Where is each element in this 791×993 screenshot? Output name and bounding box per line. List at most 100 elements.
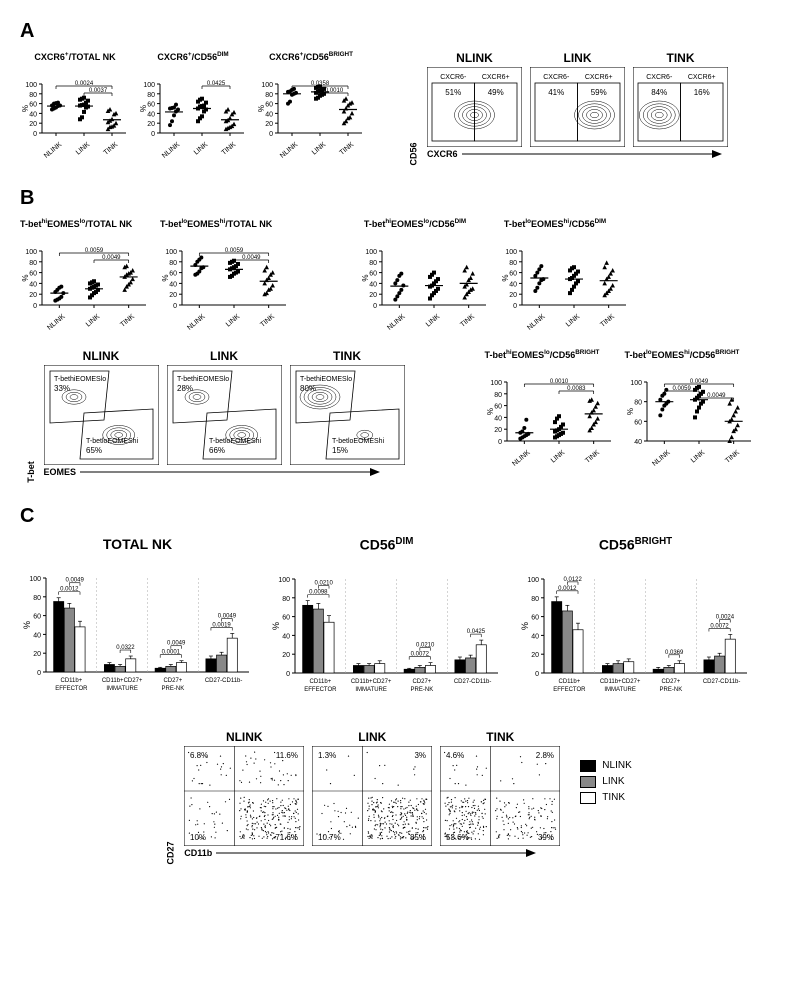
svg-text:0.0049: 0.0049 [65, 578, 84, 584]
legend-item: TINK [580, 792, 631, 804]
bar-chart-title: CD56BRIGHT [518, 536, 753, 553]
svg-text:0.0049: 0.0049 [167, 641, 186, 647]
svg-text:T-betloEOMEShi: T-betloEOMEShi [332, 438, 385, 445]
scatter-chart: T-bethiEOMESlo/CD56DIM020406080100%NLINK… [360, 218, 470, 331]
svg-text:4.6%: 4.6% [446, 751, 464, 760]
flow-x-axis-label: CD11b [184, 848, 212, 858]
svg-text:41%: 41% [548, 88, 564, 97]
svg-text:TINK: TINK [339, 141, 356, 157]
svg-text:0.0098: 0.0098 [309, 589, 328, 595]
svg-text:%: % [520, 622, 530, 630]
svg-text:0: 0 [373, 303, 377, 310]
svg-text:T-bethiEOMESlo: T-bethiEOMESlo [300, 376, 352, 383]
svg-text:20: 20 [282, 652, 290, 659]
svg-text:LINK: LINK [549, 449, 566, 465]
svg-text:100: 100 [630, 380, 642, 387]
svg-text:0: 0 [33, 303, 37, 310]
svg-text:80: 80 [531, 595, 539, 602]
svg-text:CXCR6-: CXCR6- [543, 74, 570, 81]
chart-title: T-betloEOMEShi/CD56DIM [500, 218, 610, 229]
flow-plot: LINKCXCR6-CXCR6+41%59% [530, 51, 625, 147]
svg-text:60: 60 [369, 271, 377, 278]
svg-text:%: % [361, 274, 370, 281]
scatter-chart: T-bethiEOMESlo/TOTAL NK020406080100%NLIN… [20, 218, 130, 331]
svg-text:33%: 33% [54, 384, 70, 393]
panel-b: B T-bethiEOMESlo/TOTAL NK020406080100%NL… [20, 187, 771, 477]
legend-swatch [580, 760, 596, 772]
svg-text:LINK: LINK [85, 313, 102, 329]
chart-title: T-bethiEOMESlo/CD56DIM [360, 218, 470, 229]
svg-text:20: 20 [169, 292, 177, 299]
svg-text:40: 40 [33, 632, 41, 639]
svg-text:0.0072: 0.0072 [411, 651, 430, 657]
svg-text:0.0049: 0.0049 [689, 379, 708, 385]
svg-text:0.0012: 0.0012 [60, 587, 79, 593]
svg-text:80: 80 [29, 92, 37, 99]
flow-plot: NLINKT-bethiEOMESlo33%T-betloEOMEShi65% [44, 349, 159, 465]
chart-title: T-bethiEOMESlo/CD56BRIGHT [485, 349, 595, 360]
svg-text:0.0425: 0.0425 [467, 629, 486, 635]
flow-plot: TINK4.6%2.8%53.6%39% [440, 730, 560, 846]
svg-text:%: % [161, 274, 170, 281]
svg-text:40: 40 [169, 281, 177, 288]
svg-text:66%: 66% [209, 446, 225, 455]
svg-text:CD11b+: CD11b+ [310, 679, 332, 685]
svg-text:%: % [271, 622, 281, 630]
svg-text:NLINK: NLINK [651, 449, 672, 467]
flow-y-axis-label: CD56 [409, 142, 419, 165]
svg-text:0.0024: 0.0024 [75, 81, 94, 87]
svg-text:CD11b+: CD11b+ [559, 679, 581, 685]
legend-label: TINK [602, 792, 625, 803]
svg-text:0.0210: 0.0210 [314, 580, 333, 586]
svg-text:80: 80 [169, 260, 177, 267]
chart-title: T-betloEOMEShi/TOTAL NK [160, 218, 270, 229]
svg-text:100: 100 [29, 576, 41, 583]
svg-text:0: 0 [33, 131, 37, 138]
svg-text:TINK: TINK [119, 313, 136, 329]
svg-text:40: 40 [282, 633, 290, 640]
flow-y-axis-label: T-bet [26, 461, 36, 483]
flow-plot: NLINKCXCR6-CXCR6+51%49% [427, 51, 522, 147]
svg-text:20: 20 [509, 292, 517, 299]
svg-text:EFFECTOR: EFFECTOR [553, 687, 586, 693]
svg-text:20: 20 [29, 292, 37, 299]
flow-header: NLINK [226, 730, 263, 744]
svg-text:CXCR6+: CXCR6+ [585, 74, 613, 81]
svg-text:T-bethiEOMESlo: T-bethiEOMESlo [177, 376, 229, 383]
svg-text:%: % [22, 621, 32, 629]
flow-plot: TINKT-bethiEOMESlo80%T-betloEOMEShi15% [290, 349, 405, 465]
svg-text:TINK: TINK [221, 141, 238, 157]
scatter-chart: CXCR6+/CD56BRIGHT020406080100%NLINKLINKT… [256, 51, 366, 159]
svg-text:20: 20 [494, 427, 502, 434]
panel-a: A CXCR6+/TOTAL NK020406080100%NLINKLINKT… [20, 20, 771, 159]
svg-text:%: % [21, 274, 30, 281]
svg-text:0.0049: 0.0049 [218, 613, 237, 619]
svg-text:80: 80 [29, 260, 37, 267]
svg-text:0.0059: 0.0059 [85, 248, 104, 254]
scatter-chart: T-betloEOMEShi/CD56BRIGHT406080100%NLINK… [625, 349, 735, 467]
svg-text:100: 100 [261, 82, 273, 89]
svg-text:2.8%: 2.8% [536, 751, 554, 760]
svg-text:0.0083: 0.0083 [567, 386, 586, 392]
svg-text:80: 80 [147, 92, 155, 99]
svg-text:LINK: LINK [425, 313, 442, 329]
svg-text:%: % [139, 105, 148, 112]
svg-text:80: 80 [494, 392, 502, 399]
svg-text:CXCR6-: CXCR6- [440, 74, 467, 81]
scatter-chart: T-bethiEOMESlo/CD56BRIGHT020406080100%NL… [485, 349, 595, 467]
svg-text:CXCR6+: CXCR6+ [688, 74, 716, 81]
svg-text:0: 0 [151, 131, 155, 138]
svg-text:IMMATURE: IMMATURE [355, 687, 387, 693]
svg-text:%: % [21, 105, 30, 112]
legend-label: LINK [602, 776, 624, 787]
svg-text:LINK: LINK [689, 449, 706, 465]
scatter-chart: T-betloEOMEShi/CD56DIM020406080100%NLINK… [500, 218, 610, 331]
svg-text:100: 100 [365, 249, 377, 256]
svg-text:60: 60 [169, 271, 177, 278]
svg-text:20: 20 [531, 652, 539, 659]
svg-text:60: 60 [531, 614, 539, 621]
svg-text:CXCR6+: CXCR6+ [482, 74, 510, 81]
svg-text:40: 40 [265, 111, 273, 118]
svg-text:T-bethiEOMESlo: T-bethiEOMESlo [54, 376, 106, 383]
svg-text:%: % [501, 274, 510, 281]
